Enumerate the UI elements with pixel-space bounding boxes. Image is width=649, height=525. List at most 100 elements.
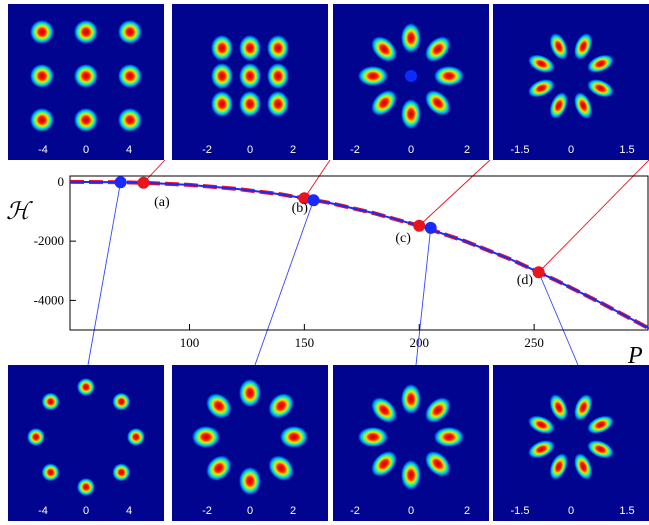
density-blob bbox=[192, 426, 220, 448]
x-tick-label: 150 bbox=[295, 335, 315, 350]
red-marker bbox=[413, 219, 426, 232]
density-blob bbox=[425, 90, 451, 116]
tick-label: 0 bbox=[567, 505, 575, 517]
density-panel-top-a: -4 0 4 bbox=[8, 4, 164, 160]
density-blob bbox=[528, 79, 555, 98]
density-blob bbox=[587, 54, 614, 73]
density-blob bbox=[371, 397, 397, 423]
density-panel-top-b: -2 0 2 bbox=[172, 4, 328, 160]
density-blob bbox=[112, 463, 131, 482]
density-blob bbox=[549, 453, 568, 480]
density-blob bbox=[239, 91, 261, 117]
tick-label: -2 bbox=[202, 505, 212, 517]
density-blob bbox=[239, 63, 261, 89]
density-blob bbox=[268, 393, 294, 419]
density-blob bbox=[27, 428, 45, 446]
tick-label: -2 bbox=[350, 505, 360, 517]
blue-solid-curve bbox=[70, 180, 649, 330]
density-panel-top-d: -1.5 0 1.5 bbox=[493, 4, 649, 160]
density-blob bbox=[206, 455, 232, 481]
density-blob bbox=[77, 378, 95, 396]
density-blob bbox=[41, 392, 60, 411]
density-blob bbox=[280, 426, 308, 448]
blue-marker bbox=[307, 194, 320, 207]
curves bbox=[70, 179, 649, 330]
axes: 100 150 200 250 0 -2000 -4000 bbox=[34, 174, 544, 350]
density-blob bbox=[211, 35, 233, 61]
x-tick-label: 100 bbox=[180, 335, 200, 350]
density-blob bbox=[549, 33, 568, 60]
density-blob bbox=[401, 384, 421, 414]
density-panel-bottom-d: -1.5 0 1.5 bbox=[493, 365, 649, 521]
y-tick-label: -2000 bbox=[34, 233, 64, 248]
density-blob bbox=[127, 428, 145, 446]
density-blob bbox=[371, 451, 397, 477]
point-annotation: (d) bbox=[517, 273, 534, 288]
density-plot-bottom-d bbox=[528, 394, 614, 480]
y-tick-label: -4000 bbox=[34, 292, 64, 307]
connector-line bbox=[538, 159, 649, 273]
density-plot-top-b bbox=[211, 35, 289, 117]
density-blob bbox=[30, 64, 54, 88]
density-plot-bottom-a bbox=[27, 378, 145, 496]
density-blob bbox=[358, 427, 388, 447]
blue-marker bbox=[114, 176, 127, 189]
connector-line bbox=[87, 182, 121, 366]
density-blob bbox=[587, 415, 614, 434]
density-blob bbox=[574, 33, 593, 60]
density-blob bbox=[549, 92, 568, 119]
tick-label: -1.5 bbox=[510, 144, 530, 156]
tick-label: 0 bbox=[567, 144, 575, 156]
density-blob bbox=[587, 440, 614, 459]
red-marker bbox=[298, 192, 311, 205]
density-blob bbox=[574, 92, 593, 119]
density-blob bbox=[239, 35, 261, 61]
density-blob bbox=[401, 99, 421, 129]
tick-label: -4 bbox=[38, 144, 48, 156]
tick-label: -4 bbox=[38, 505, 48, 517]
tick-label: -2 bbox=[350, 144, 360, 156]
density-blob bbox=[239, 379, 261, 407]
density-panel-bottom-c: -2 0 2 bbox=[333, 365, 489, 521]
density-blob bbox=[30, 108, 54, 132]
tick-label: 4 bbox=[125, 144, 133, 156]
x-tick-label: 250 bbox=[524, 335, 544, 350]
tick-label: 4 bbox=[125, 505, 133, 517]
density-plot-bottom-b bbox=[192, 379, 308, 495]
density-plot-top-c bbox=[358, 23, 464, 129]
density-panel-top-c: -2 0 2 bbox=[333, 4, 489, 160]
tick-label: 0 bbox=[407, 144, 415, 156]
density-blob bbox=[587, 79, 614, 98]
point-annotation: (b) bbox=[292, 201, 309, 216]
density-blob bbox=[74, 108, 98, 132]
density-blob bbox=[528, 54, 555, 73]
density-blob bbox=[267, 91, 289, 117]
red-marker bbox=[137, 176, 150, 189]
density-blob bbox=[30, 20, 54, 44]
density-blob bbox=[434, 66, 464, 86]
density-blob bbox=[118, 108, 142, 132]
point-annotation: (a) bbox=[154, 195, 170, 210]
density-blob bbox=[267, 63, 289, 89]
center-spot bbox=[405, 70, 417, 82]
tick-label: 0 bbox=[246, 505, 254, 517]
tick-label: 2 bbox=[289, 505, 297, 517]
tick-label: 2 bbox=[289, 144, 297, 156]
density-blob bbox=[74, 20, 98, 44]
density-blob bbox=[211, 91, 233, 117]
density-blob bbox=[206, 393, 232, 419]
density-plot-bottom-c bbox=[358, 384, 464, 490]
tick-label: 0 bbox=[82, 505, 90, 517]
tick-label: 1.5 bbox=[619, 144, 635, 156]
density-blob bbox=[358, 66, 388, 86]
y-axis-label: ℋ bbox=[6, 199, 33, 225]
density-blob bbox=[425, 36, 451, 62]
density-blob bbox=[425, 397, 451, 423]
connector-line bbox=[418, 159, 491, 227]
density-blob bbox=[371, 36, 397, 62]
tick-label: 2 bbox=[463, 505, 471, 517]
tick-label: -1.5 bbox=[510, 505, 530, 517]
density-blob bbox=[74, 64, 98, 88]
tick-label: 1.5 bbox=[619, 505, 635, 517]
density-blob bbox=[528, 415, 555, 434]
